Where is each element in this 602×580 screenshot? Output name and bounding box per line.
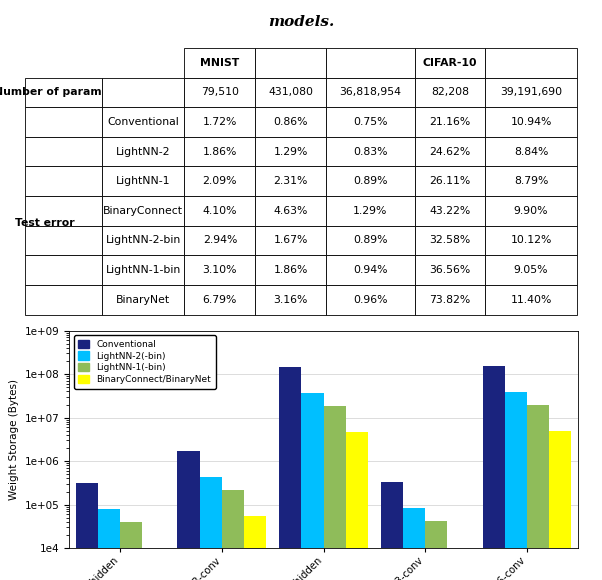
Bar	[505, 392, 527, 580]
Bar	[447, 548, 470, 580]
Bar	[244, 516, 266, 580]
Bar	[403, 508, 425, 580]
Bar	[483, 365, 505, 580]
Bar	[222, 490, 244, 580]
Legend: Conventional, LightNN-2(-bin), LightNN-1(-bin), BinaryConnect/BinaryNet: Conventional, LightNN-2(-bin), LightNN-1…	[73, 335, 216, 389]
Bar	[279, 367, 302, 580]
Bar	[120, 522, 142, 580]
Bar	[76, 483, 98, 580]
Bar	[178, 451, 200, 580]
Bar	[200, 477, 222, 580]
Bar	[302, 393, 324, 580]
Bar	[425, 521, 447, 580]
Bar	[549, 431, 571, 580]
Bar	[346, 432, 368, 580]
Bar	[381, 482, 403, 580]
Bar	[142, 548, 164, 580]
Bar	[324, 406, 346, 580]
Y-axis label: Weight Storage (Bytes): Weight Storage (Bytes)	[9, 379, 19, 500]
Text: models.: models.	[268, 14, 334, 28]
Bar	[527, 405, 549, 580]
Text: Test error: Test error	[14, 218, 74, 228]
Bar	[98, 509, 120, 580]
